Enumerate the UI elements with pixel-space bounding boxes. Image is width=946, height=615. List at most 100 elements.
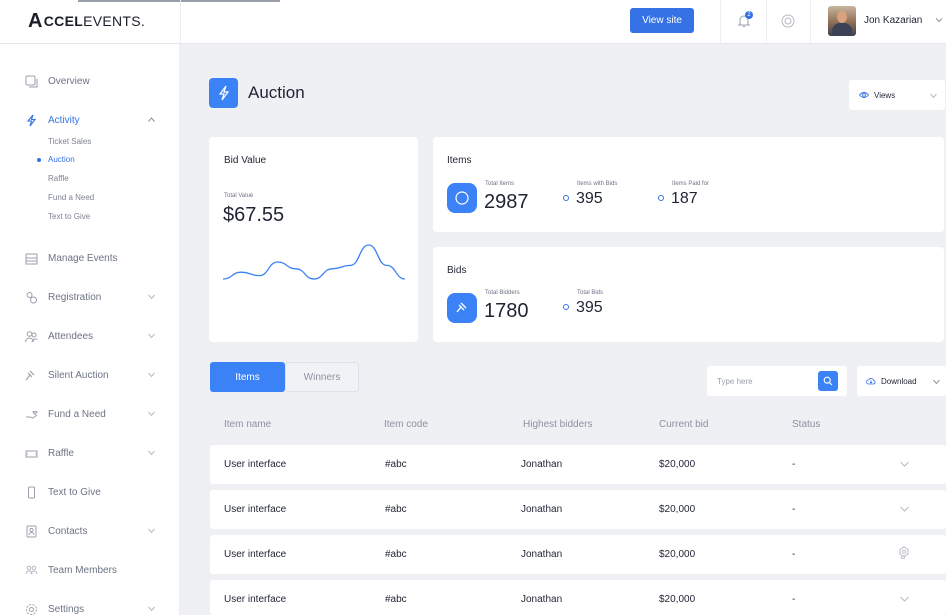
sidebar-item-contacts[interactable]: Contacts <box>25 523 155 539</box>
lightning-icon <box>26 114 37 126</box>
chevron-down-icon[interactable] <box>900 596 909 602</box>
sidebar-item-manage-events[interactable]: Manage Events <box>25 250 155 266</box>
item-code-cell: #abc <box>385 459 407 470</box>
table-row[interactable]: User interface #abc Jonathan $20,000 - <box>210 490 946 529</box>
logo-letter: A <box>28 10 43 32</box>
chevron-down-icon <box>148 606 155 611</box>
sidebar-item-activity[interactable]: Activity <box>25 112 155 128</box>
search-input[interactable] <box>717 375 817 387</box>
column-header-current-bid[interactable]: Current bid <box>659 419 709 430</box>
search-box <box>707 366 847 396</box>
view-site-button[interactable]: View site <box>630 8 694 33</box>
current-bid-cell: $20,000 <box>659 504 696 515</box>
views-label: Views <box>874 90 896 100</box>
total-bids-label: Total Bids <box>577 290 604 296</box>
table-row[interactable]: User interface #abc Jonathan $20,000 - <box>210 580 946 615</box>
registration-icon <box>26 291 37 303</box>
sidebar-item-attendees[interactable]: Attendees <box>25 328 155 344</box>
hand-heart-icon <box>26 410 38 419</box>
total-value-label: Total Value <box>224 193 254 199</box>
award-icon[interactable] <box>898 546 910 559</box>
tab-winners[interactable]: Winners <box>285 362 359 392</box>
sidebar-item-registration[interactable]: Registration <box>25 289 155 305</box>
gavel-icon <box>25 370 35 380</box>
divider <box>810 0 811 44</box>
card-title: Bid Value <box>224 155 267 166</box>
user-name[interactable]: Jon Kazarian <box>864 15 923 26</box>
logo-rest: EVENTS. <box>83 13 146 29</box>
search-icon <box>823 376 833 386</box>
bell-icon[interactable]: 2 <box>736 11 753 29</box>
sidebar-subitem-fund-a-need[interactable]: Fund a Need <box>48 193 95 202</box>
lightning-icon <box>209 78 238 108</box>
eye-icon <box>859 92 869 98</box>
item-name-cell: User interface <box>224 594 287 605</box>
item-name-cell: User interface <box>224 549 287 560</box>
loading-bar <box>78 0 280 2</box>
chevron-down-icon[interactable] <box>900 506 909 512</box>
cloud-download-icon <box>866 378 876 385</box>
total-items-value: 2987 <box>484 191 529 213</box>
bid-value-sparkline <box>223 244 405 280</box>
table-row[interactable]: User interface #abc Jonathan $20,000 - <box>210 445 946 484</box>
gavel-icon <box>447 293 477 323</box>
items-paid-value: 187 <box>671 190 698 207</box>
column-header-item-code[interactable]: Item code <box>384 419 428 430</box>
highest-bidder-cell: Jonathan <box>521 459 563 470</box>
download-button[interactable]: Download <box>857 366 946 396</box>
sidebar-item-overview[interactable]: Overview <box>25 73 155 89</box>
item-name-cell: User interface <box>224 459 287 470</box>
column-header-highest-bidders[interactable]: Highest bidders <box>523 419 593 430</box>
users-icon <box>25 330 38 342</box>
sidebar-subitem-ticket-sales[interactable]: Ticket Sales <box>48 137 92 146</box>
chevron-down-icon <box>148 528 155 533</box>
sidebar-subitem-text-to-give[interactable]: Text to Give <box>48 212 91 221</box>
chevron-down-icon[interactable] <box>900 461 909 467</box>
sidebar-item-raffle[interactable]: Raffle <box>25 445 155 461</box>
sidebar-item-fund-a-need[interactable]: Fund a Need <box>25 406 155 422</box>
views-dropdown[interactable]: Views <box>849 80 945 110</box>
item-name-cell: User interface <box>224 504 287 515</box>
sidebar: Overview Activity Ticket Sales Auction R… <box>0 44 180 615</box>
column-header-status[interactable]: Status <box>792 419 821 430</box>
gear-icon <box>26 603 37 615</box>
column-header-item-name[interactable]: Item name <box>224 419 272 430</box>
card-title: Items <box>447 155 472 166</box>
total-bidders-value: 1780 <box>484 300 529 322</box>
bullet-ring <box>563 195 569 201</box>
sidebar-item-text-to-give[interactable]: Text to Give <box>25 484 155 500</box>
team-icon <box>25 565 38 574</box>
search-button[interactable] <box>818 371 838 391</box>
status-cell: - <box>792 459 796 470</box>
status-cell: - <box>792 504 796 515</box>
tab-items[interactable]: Items <box>210 362 285 392</box>
sidebar-item-silent-auction[interactable]: Silent Auction <box>25 367 155 383</box>
logo-bold: CCEL <box>43 13 84 29</box>
box-icon <box>447 183 477 213</box>
bullet-ring <box>658 195 664 201</box>
logo[interactable]: A CCELEVENTS. <box>28 10 146 32</box>
page-title: Auction <box>248 83 305 102</box>
chevron-down-icon[interactable] <box>935 16 943 24</box>
item-code-cell: #abc <box>385 504 407 515</box>
divider <box>720 0 721 44</box>
help-icon[interactable] <box>780 13 796 29</box>
status-cell: - <box>792 549 796 560</box>
avatar[interactable] <box>828 6 856 36</box>
total-items-label: Total Items <box>485 181 515 187</box>
total-value: $67.55 <box>223 204 285 226</box>
chevron-down-icon <box>148 294 155 299</box>
sidebar-item-settings[interactable]: Settings <box>25 601 155 615</box>
bullet-ring <box>563 304 569 310</box>
table-row[interactable]: User interface #abc Jonathan $20,000 - <box>210 535 946 574</box>
sidebar-item-team-members[interactable]: Team Members <box>25 562 155 578</box>
sidebar-subitem-raffle[interactable]: Raffle <box>48 174 69 183</box>
current-bid-cell: $20,000 <box>659 594 696 605</box>
download-label: Download <box>881 376 917 386</box>
total-bids-value: 395 <box>576 299 603 316</box>
divider <box>180 0 181 44</box>
sidebar-subitem-auction[interactable]: Auction <box>48 155 75 164</box>
bids-card: Bids Total Bidders 1780 Total Bids 395 <box>433 247 944 342</box>
highest-bidder-cell: Jonathan <box>521 549 563 560</box>
current-bid-cell: $20,000 <box>659 549 696 560</box>
